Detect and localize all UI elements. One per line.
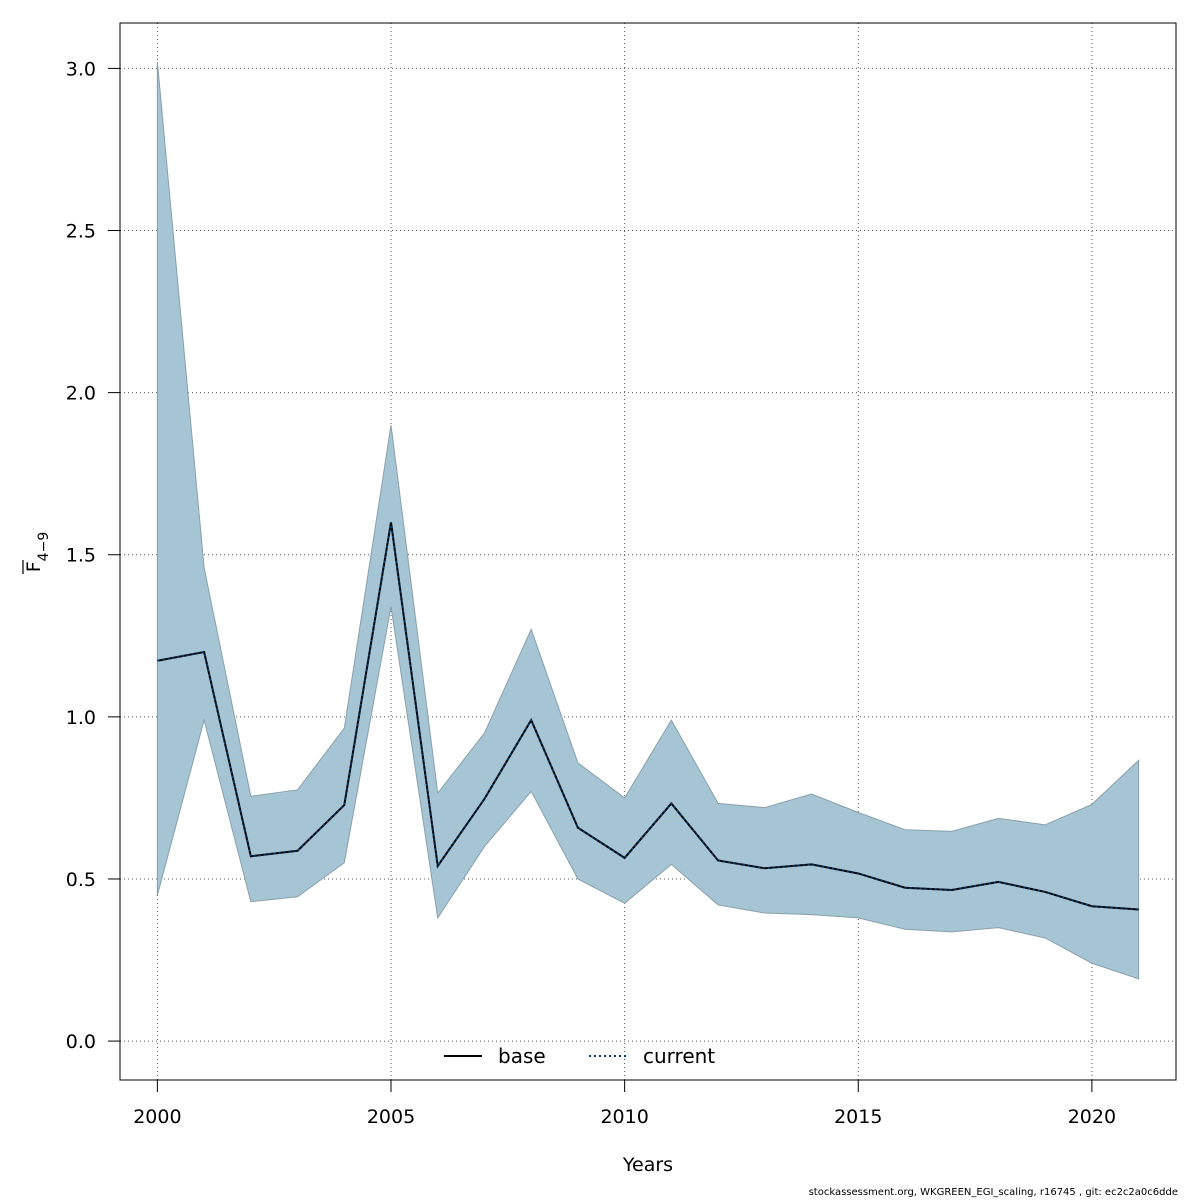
series-line-current <box>157 522 1139 911</box>
grid <box>120 23 1176 1080</box>
y-tick-label: 0.0 <box>66 1031 96 1053</box>
y-axis-title: F4−9 <box>22 532 52 574</box>
y-tick-label: 2.0 <box>66 383 96 405</box>
y-tick-label: 2.5 <box>66 221 96 243</box>
footer-credit: stockassessment.org, WKGREEN_EGI_scaling… <box>808 1187 1178 1198</box>
x-axis: 2000 2005 2010 2015 2020 <box>133 1079 1116 1128</box>
y-tick-label: 3.0 <box>66 58 96 80</box>
y-tick-label: 0.5 <box>66 869 96 891</box>
x-tick-label: 2010 <box>600 1106 648 1128</box>
x-tick-label: 2005 <box>367 1106 415 1128</box>
y-tick-label: 1.5 <box>66 545 96 567</box>
y-axis: 0.0 0.5 1.0 1.5 2.0 2.5 3.0 <box>66 58 121 1053</box>
x-tick-label: 2020 <box>1068 1106 1116 1128</box>
confidence-band <box>156 61 1140 980</box>
y-axis-title-main: F <box>23 561 45 572</box>
series-lines <box>157 522 1139 911</box>
legend: base current <box>444 1044 715 1068</box>
x-axis-title: Years <box>622 1154 673 1176</box>
y-tick-label: 1.0 <box>66 707 96 729</box>
y-axis-title-subscript: 4−9 <box>36 532 52 562</box>
x-tick-label: 2000 <box>133 1106 181 1128</box>
svg-text:F4−9: F4−9 <box>23 532 52 572</box>
legend-label-current: current <box>643 1044 715 1068</box>
x-tick-label: 2015 <box>834 1106 882 1128</box>
legend-label-base: base <box>498 1044 546 1068</box>
